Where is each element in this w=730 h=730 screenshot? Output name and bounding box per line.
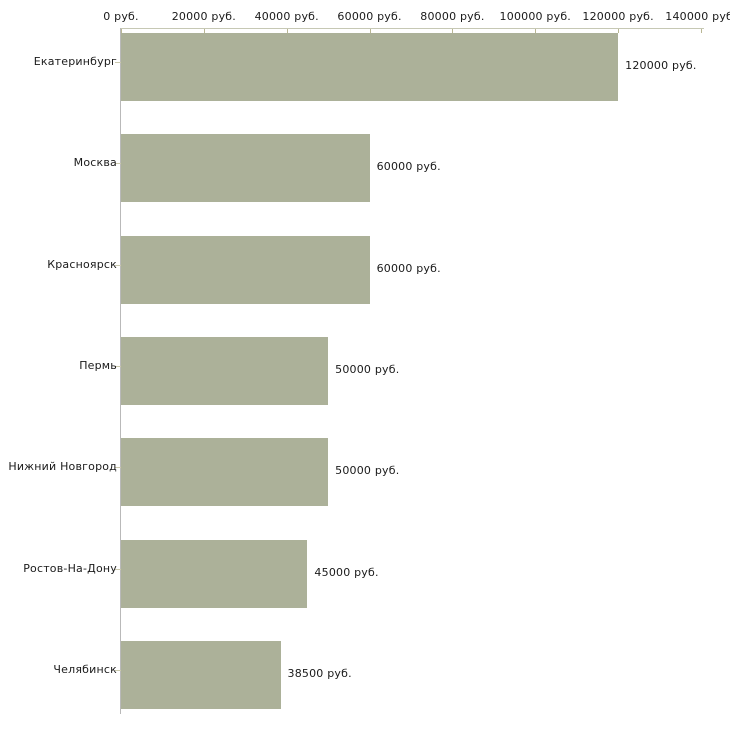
bar (121, 235, 370, 304)
x-axis-tick (535, 29, 537, 33)
x-axis-tick (452, 29, 454, 33)
category-label: Екатеринбург (33, 55, 117, 68)
y-axis-tick (115, 62, 121, 63)
x-tick-label: 120000 руб. (582, 10, 654, 23)
x-axis-tick (701, 29, 702, 33)
x-tick-label: 60000 руб. (337, 10, 402, 23)
value-label: 60000 руб. (376, 261, 441, 275)
value-label: 120000 руб. (625, 59, 697, 72)
x-axis-tick (618, 29, 620, 33)
x-axis-line (120, 28, 704, 29)
value-label: 45000 руб. (314, 565, 379, 579)
category-label: Нижний Новгород (8, 460, 117, 474)
y-axis-tick (115, 365, 121, 367)
y-axis-tick (115, 568, 121, 570)
category-label: Пермь (79, 358, 117, 372)
x-tick-label: 20000 руб. (171, 10, 236, 23)
x-tick-label: 80000 руб. (420, 10, 485, 23)
category-label: Ростов-На-Дону (23, 561, 117, 575)
x-axis-tick (286, 29, 288, 33)
y-axis-tick (115, 264, 121, 266)
category-label: Красноярск (47, 257, 117, 271)
value-label: 60000 руб. (376, 160, 441, 174)
value-label: 38500 руб. (287, 666, 352, 680)
category-label: Челябинск (53, 662, 117, 676)
x-axis-tick (369, 29, 371, 33)
bar (121, 336, 329, 405)
x-axis-tick (203, 29, 205, 33)
x-tick-label: 100000 руб. (499, 10, 572, 23)
x-tick-label: 140000 руб. (665, 10, 730, 23)
x-tick-label: 0 руб. (103, 10, 139, 23)
x-axis-tick (121, 29, 122, 33)
y-axis-line (120, 28, 121, 714)
y-axis-tick (115, 163, 121, 165)
x-tick-label: 40000 руб. (254, 10, 319, 23)
bar (121, 640, 281, 709)
y-axis-tick (115, 467, 121, 469)
y-axis-tick (115, 669, 121, 671)
value-label: 50000 руб. (335, 464, 400, 478)
category-label: Москва (73, 156, 117, 170)
value-label: 50000 руб. (335, 362, 400, 376)
bar (121, 438, 329, 507)
bar (121, 539, 308, 608)
bar (121, 134, 370, 203)
bar (121, 33, 619, 101)
